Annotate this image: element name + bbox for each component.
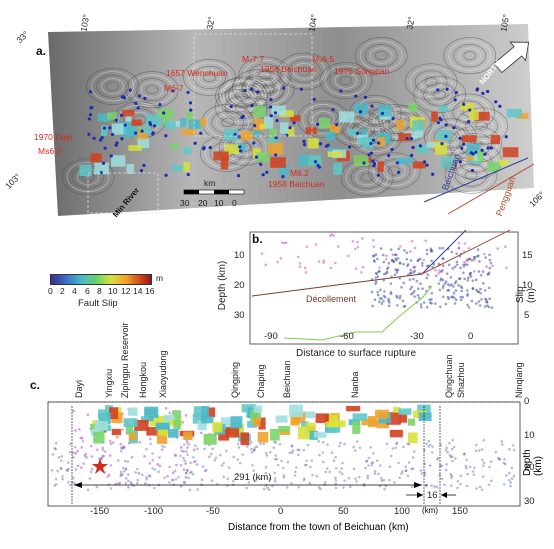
colorbar-tick: 2 bbox=[60, 286, 65, 296]
town-label: Qingping bbox=[230, 361, 240, 398]
panel-b-ytick: 30 bbox=[234, 310, 245, 321]
town-label: Shazhou bbox=[456, 362, 466, 398]
colorbar-tick: 8 bbox=[97, 286, 102, 296]
colorbar: m 0 2 4 6 8 10 12 14 16 Fault Slip bbox=[48, 273, 170, 314]
km-unit: (km) bbox=[422, 506, 438, 515]
colorbar-unit: m bbox=[156, 273, 164, 283]
event-label: 1958 Beichuan bbox=[260, 64, 317, 74]
colorbar-tick: 4 bbox=[72, 286, 77, 296]
scale-tick: 10 bbox=[214, 198, 224, 208]
inset-box-2 bbox=[87, 172, 159, 214]
panel-c-xtick: -150 bbox=[90, 506, 110, 517]
scale-bar bbox=[183, 189, 245, 195]
length-291: 291 (km) bbox=[234, 472, 272, 483]
event-label: M6.2 bbox=[290, 168, 309, 178]
panel-c: c. Dayi Yingxiu Zipingpu Reservoir Hongkou X… bbox=[20, 322, 550, 544]
panel-b: b. Décollement 10 20 30 15 10 5 -90 -60 … bbox=[217, 228, 540, 366]
panel-b-plot bbox=[249, 229, 519, 345]
slip-profile bbox=[283, 285, 433, 341]
scale-tick: 30 bbox=[180, 198, 190, 208]
panel-c-xlabel: Distance from the town of Beichuan (km) bbox=[228, 522, 409, 533]
panel-b-ytick-right: 5 bbox=[524, 310, 530, 321]
town-label: Yingxiu bbox=[104, 368, 114, 398]
panel-c-xtick: -100 bbox=[144, 506, 164, 517]
panel-c-xtick: 50 bbox=[338, 506, 349, 517]
scale-tick: 20 bbox=[198, 198, 208, 208]
decollement-line bbox=[251, 273, 423, 297]
pengguan-trace bbox=[447, 163, 535, 215]
town-label: Qingchuan bbox=[444, 354, 454, 398]
panel-b-ylabel: Depth (km) bbox=[217, 260, 229, 311]
panel-a-map bbox=[48, 24, 535, 216]
panel-b-ytick: 20 bbox=[234, 280, 245, 291]
panel-c-slip-patches bbox=[90, 404, 432, 446]
panel-b-ytick-right: 15 bbox=[522, 250, 533, 261]
town-label: Dayi bbox=[74, 379, 84, 398]
panel-b-ylabel-right: Slip (m) bbox=[515, 286, 537, 303]
colorbar-gradient bbox=[50, 274, 152, 285]
event-label: 1958 Beichuan bbox=[268, 179, 325, 189]
colorbar-tick: 16 bbox=[145, 286, 155, 296]
panel-b-xtick: -30 bbox=[410, 331, 424, 342]
panel-c-ytick: 30 bbox=[524, 496, 535, 507]
colorbar-tick: 6 bbox=[85, 286, 90, 296]
panel-c-xtick: 150 bbox=[452, 506, 468, 517]
town-label: Chaping bbox=[256, 364, 266, 398]
panel-c-label: c. bbox=[30, 378, 41, 392]
event-label: M6-7 bbox=[164, 83, 184, 93]
panel-b-ytick: 10 bbox=[234, 250, 245, 261]
panel-b-seismicity bbox=[260, 233, 508, 309]
colorbar-tick: 12 bbox=[121, 286, 131, 296]
panel-c-seismicity bbox=[50, 406, 516, 492]
epicenter-star bbox=[92, 458, 108, 474]
panel-b-xtick: -60 bbox=[340, 331, 354, 342]
panel-c-ytick: 20 bbox=[524, 462, 535, 473]
panel-b-ytick-right: 10 bbox=[522, 280, 533, 291]
event-label: 1657 Wenchuan bbox=[166, 68, 228, 78]
coord-label: 103° bbox=[3, 171, 23, 191]
town-label: Hongkou bbox=[138, 361, 148, 398]
decollement-label: Décollement bbox=[306, 294, 357, 304]
panel-b-xtick: -90 bbox=[264, 331, 278, 342]
panel-c-ytick: 0 bbox=[524, 396, 530, 407]
length-16: 16 bbox=[427, 490, 438, 501]
scale-unit: km bbox=[204, 178, 216, 188]
town-label: Zipingpu Reservoir bbox=[120, 322, 130, 398]
scale-tick: 0 bbox=[232, 198, 237, 208]
panel-b-label: b. bbox=[252, 232, 263, 246]
panel-c-xtick: 0 bbox=[278, 506, 284, 517]
town-label: Beichuan bbox=[282, 360, 292, 398]
north-arrow bbox=[493, 41, 530, 74]
panel-c-xtick: 100 bbox=[394, 506, 410, 517]
beichuan-trace bbox=[423, 157, 529, 203]
panel-c-xtick: -50 bbox=[206, 506, 220, 517]
colorbar-label: Fault Slip bbox=[78, 298, 118, 309]
panel-c-ylabel: Depth (km) bbox=[522, 449, 544, 476]
panel-c-plot bbox=[47, 401, 521, 507]
event-label: Mₛ6.5 bbox=[312, 54, 335, 64]
aftershock-dots bbox=[87, 86, 508, 179]
colorbar-tick: 10 bbox=[108, 286, 118, 296]
panel-b-xtick: 0 bbox=[468, 331, 474, 342]
beichuan-fault bbox=[421, 229, 467, 275]
panel-a: a. Mₛ7.7 1657 Wenchuan M6-7 1958 Beichua… bbox=[3, 13, 547, 226]
slip-patches bbox=[79, 103, 529, 177]
event-label: 1970 Dayi bbox=[34, 132, 73, 142]
panel-c-ytick: 10 bbox=[524, 430, 535, 441]
colorbar-tick: 14 bbox=[133, 286, 143, 296]
town-label: Ninqiang bbox=[514, 362, 524, 398]
colorbar-tick: 0 bbox=[48, 286, 53, 296]
town-label: Nanba bbox=[350, 371, 360, 398]
panel-b-xlabel: Distance to surface rupture bbox=[296, 348, 417, 359]
pengguan-fault bbox=[421, 229, 511, 275]
panel-a-label: a. bbox=[36, 44, 47, 58]
event-label: Mₛ7.7 bbox=[242, 54, 265, 64]
town-label: Xiaoyudong bbox=[158, 350, 168, 398]
event-label: Ms6.2 bbox=[38, 146, 62, 156]
event-label: 1976 Songpan bbox=[334, 66, 390, 76]
